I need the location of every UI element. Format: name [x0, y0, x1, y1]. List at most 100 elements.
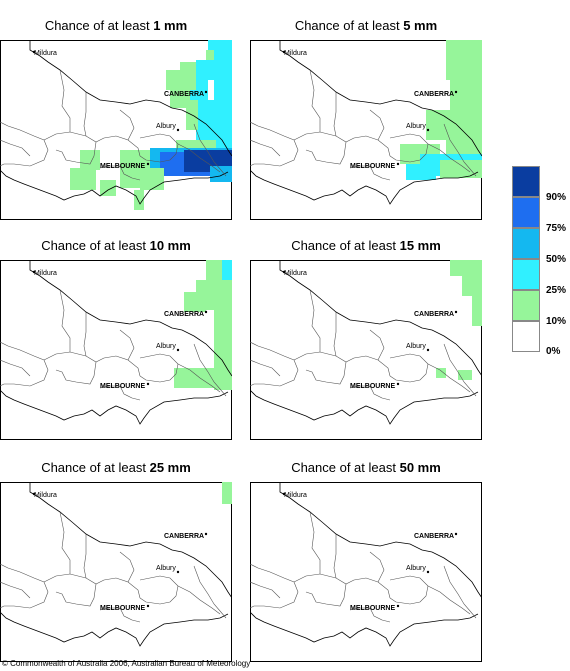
district-boundary — [305, 583, 347, 607]
coastline — [0, 169, 229, 205]
label-canberra: CANBERRA — [414, 91, 454, 98]
legend-swatch-90 — [512, 166, 540, 197]
map-frame — [0, 482, 232, 662]
district-boundary — [389, 133, 429, 163]
rainfall-cell — [170, 90, 190, 108]
legend-label-50: 50% — [546, 254, 567, 265]
map-panel-10mm: Chance of at least 10 mm Mildura CANBERRA… — [0, 238, 232, 440]
coastline — [250, 611, 479, 647]
district-boundary — [427, 363, 471, 393]
district-boundary — [193, 565, 227, 619]
rainfall-cell — [180, 62, 196, 90]
district-boundary — [349, 385, 370, 389]
place-dot — [204, 310, 208, 314]
map-panel-25mm: Chance of at least 25 mm Mildura CANBERRA… — [0, 460, 232, 662]
label-melbourne: MELBOURNE — [100, 383, 145, 390]
place-dot — [396, 604, 400, 608]
district-boundary — [369, 385, 391, 401]
rainfall-map: Mildura CANBERRA Albury MELBOURNE — [250, 40, 482, 220]
district-boundary — [333, 312, 337, 357]
district-boundary — [119, 551, 135, 583]
rainfall-cell — [406, 164, 436, 180]
rainfall-cell — [436, 368, 446, 378]
rainfall-cell — [210, 166, 232, 182]
district-boundary — [309, 289, 321, 352]
rainfall-map: Mildura CANBERRA Albury MELBOURNE — [0, 260, 232, 440]
place-dot — [176, 570, 180, 574]
label-canberra: CANBERRA — [414, 533, 454, 540]
district-boundary — [177, 143, 221, 173]
legend-label-10: 10% — [546, 316, 567, 327]
rainfall-cell — [70, 168, 96, 190]
district-boundary — [250, 341, 299, 387]
place-dot — [176, 128, 180, 132]
district-boundary — [139, 575, 179, 605]
place-dot — [176, 348, 180, 352]
district-boundary — [250, 139, 281, 157]
label-albury: Albury — [156, 343, 176, 350]
district-boundary — [293, 573, 391, 599]
district-boundary — [0, 581, 31, 599]
map-frame — [250, 482, 482, 662]
district-boundary — [193, 343, 227, 397]
label-albury: Albury — [156, 565, 176, 572]
panel-title: Chance of at least 5 mm — [294, 18, 438, 33]
rainfall-cell — [450, 80, 482, 110]
district-boundary — [59, 289, 71, 352]
rainfall-cell — [462, 276, 482, 296]
district-boundary — [0, 563, 49, 609]
district-boundary — [55, 361, 97, 385]
district-boundary — [349, 607, 370, 611]
coastline — [250, 169, 479, 205]
label-mildura: Mildura — [284, 50, 307, 57]
rainfall-cell — [200, 378, 232, 388]
district-boundary — [0, 359, 31, 377]
panel-title: Chance of at least 15 mm — [291, 238, 441, 253]
place-dot — [282, 50, 286, 54]
label-canberra: CANBERRA — [164, 311, 204, 318]
legend-swatch-75 — [512, 197, 540, 228]
district-boundary — [193, 123, 227, 177]
place-dot — [146, 162, 150, 166]
place-dot — [146, 382, 150, 386]
place-dot — [396, 162, 400, 166]
place-dot — [396, 382, 400, 386]
district-boundary — [119, 165, 141, 181]
district-boundary — [119, 329, 135, 361]
rainfall-cell — [426, 110, 456, 140]
legend-swatch-50 — [512, 228, 540, 259]
label-albury: Albury — [406, 123, 426, 130]
coastline — [0, 611, 229, 647]
district-boundary — [443, 343, 477, 397]
coastline — [0, 389, 229, 425]
district-boundary — [119, 607, 141, 623]
district-boundary — [83, 312, 87, 357]
district-boundary — [250, 581, 281, 599]
legend-label-90: 90% — [546, 192, 567, 203]
state-border — [29, 482, 232, 599]
place-dot — [454, 310, 458, 314]
rainfall-cell — [456, 110, 482, 140]
district-boundary — [369, 109, 385, 141]
district-boundary — [59, 69, 71, 132]
district-boundary — [83, 534, 87, 579]
legend-label-75: 75% — [546, 223, 567, 234]
district-boundary — [0, 121, 49, 167]
label-mildura: Mildura — [284, 270, 307, 277]
district-boundary — [99, 607, 120, 611]
label-melbourne: MELBOURNE — [100, 163, 145, 170]
place-dot — [32, 50, 36, 54]
label-canberra: CANBERRA — [164, 91, 204, 98]
label-mildura: Mildura — [34, 492, 57, 499]
label-canberra: CANBERRA — [164, 533, 204, 540]
district-boundary — [305, 361, 347, 385]
label-canberra: CANBERRA — [414, 311, 454, 318]
map-frame — [250, 260, 482, 440]
rainfall-map: Mildura CANBERRA Albury MELBOURNE — [250, 260, 482, 440]
map-panel-1mm: Chance of at least 1 mm Mildura CANBERRA A… — [0, 18, 232, 220]
place-dot — [282, 492, 286, 496]
district-boundary — [59, 511, 71, 574]
label-melbourne: MELBOURNE — [350, 163, 395, 170]
rainfall-map: Mildura CANBERRA Albury MELBOURNE — [0, 482, 232, 662]
district-boundary — [0, 341, 49, 387]
